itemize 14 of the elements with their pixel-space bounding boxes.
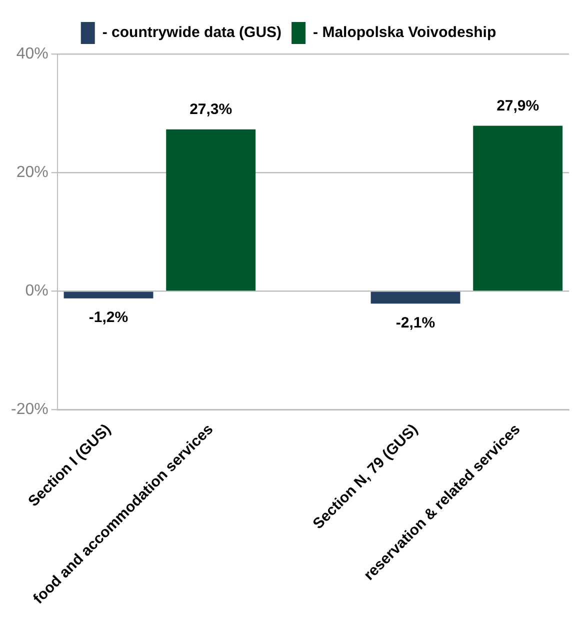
y-tick-label: 20%: [16, 164, 48, 182]
bar: [473, 126, 563, 291]
y-tick-label: -20%: [10, 401, 48, 418]
bar: [64, 292, 154, 298]
data-label: 27,9%: [496, 97, 540, 114]
y-tick-label: 0%: [25, 282, 48, 300]
data-label: -1,2%: [88, 308, 128, 326]
legend-label: - Malopolska Voivodeship: [313, 24, 496, 42]
bar: [370, 292, 460, 304]
bar: [166, 129, 256, 291]
y-tick-label: 40%: [16, 45, 48, 62]
legend-label: - countrywide data (GUS): [102, 24, 282, 42]
data-label: -2,1%: [396, 314, 436, 332]
data-label: 27,3%: [190, 100, 232, 118]
